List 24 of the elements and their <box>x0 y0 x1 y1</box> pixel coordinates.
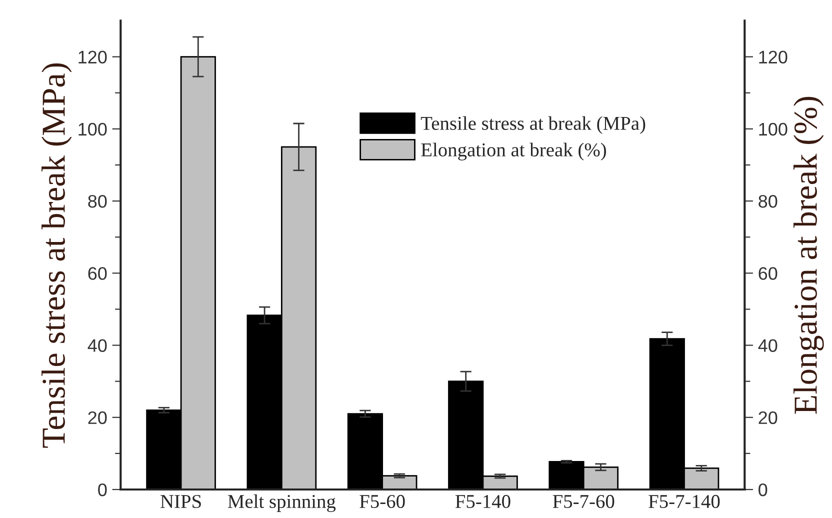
y2-tick-label: 40 <box>758 339 778 352</box>
y-tick-label: 20 <box>88 411 107 424</box>
y-tick-label: 120 <box>78 50 107 64</box>
y2-axis-title: Elongation at break (%) <box>794 96 824 414</box>
x-tick-label: F5-7-60 <box>552 494 614 508</box>
y2-tick-label: 100 <box>759 122 788 136</box>
y-tick-label: 40 <box>88 339 107 352</box>
y2-tick-label: 20 <box>758 411 778 424</box>
x-tick-label: NIPS <box>160 494 201 508</box>
y2-tick-label: 60 <box>758 267 778 280</box>
y-axis-title: Tensile stress at break (MPa) <box>42 63 72 448</box>
y2-tick-label: 0 <box>758 483 768 496</box>
y-tick-label: 80 <box>88 194 107 208</box>
x-tick-label: F5-7-140 <box>648 494 720 508</box>
legend-label: Elongation at break (%) <box>421 142 606 160</box>
x-tick-label: Melt spinning <box>228 494 336 512</box>
y-tick-label: 0 <box>98 483 107 496</box>
legend-label: Tensile stress at break (MPa) <box>420 116 646 134</box>
x-tick-label: F5-140 <box>455 494 510 508</box>
x-tick-label: F5-60 <box>360 494 405 508</box>
y-tick-label: 100 <box>78 122 107 136</box>
y-tick-label: 60 <box>88 267 107 280</box>
y2-tick-label: 80 <box>758 194 778 208</box>
y2-tick-label: 120 <box>759 50 788 64</box>
